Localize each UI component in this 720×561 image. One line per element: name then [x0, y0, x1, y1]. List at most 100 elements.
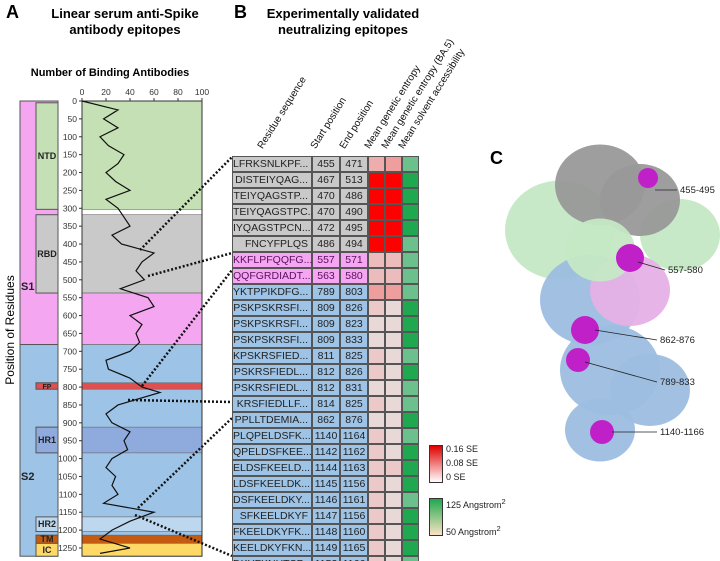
epitope-leader-line: [637, 261, 666, 271]
end-position-cell: 1166: [340, 556, 368, 561]
solvent-accessibility-cell: [402, 364, 419, 380]
residue-sequence-cell: FKEELDKYFK...: [232, 524, 312, 540]
genetic-entropy-cell: [385, 236, 402, 252]
solvent-accessibility-cell: [402, 268, 419, 284]
residue-sequence-cell: PSKRSFIEDL...: [232, 380, 312, 396]
fp-label: FP: [43, 384, 52, 391]
epitope-label: 862-876: [660, 335, 695, 346]
genetic-entropy-cell: [385, 172, 402, 188]
end-position-cell: 833: [340, 332, 368, 348]
genetic-entropy-cell: [368, 428, 385, 444]
end-position-cell: 826: [340, 300, 368, 316]
genetic-entropy-cell: [385, 460, 402, 476]
start-position-cell: 563: [312, 268, 340, 284]
epitope-highlight: [590, 420, 614, 444]
table-row: IYQAGSTPCN... 472 495: [232, 220, 419, 236]
start-position-cell: 1140: [312, 428, 340, 444]
residue-sequence-cell: PSKPSKRSFI...: [232, 300, 312, 316]
y-tick-label: 1100: [59, 489, 78, 499]
genetic-entropy-cell: [368, 380, 385, 396]
genetic-entropy-cell: [368, 508, 385, 524]
residue-sequence-cell: FNCYFPLQS: [232, 236, 312, 252]
protein-subunit-blob: [600, 164, 680, 236]
start-position-cell: 809: [312, 332, 340, 348]
solvent-accessibility-cell: [402, 252, 419, 268]
solvent-accessibility-cell: [402, 188, 419, 204]
genetic-entropy-cell: [385, 268, 402, 284]
start-position-cell: 814: [312, 396, 340, 412]
panel-a-title: Linear serum anti-Spike antibody epitope…: [51, 6, 199, 37]
table-row: PPLLTDEMIA... 862 876: [232, 412, 419, 428]
y-tick-label: 800: [63, 382, 77, 392]
start-position-cell: 557: [312, 252, 340, 268]
epitope-label: 557-580: [668, 265, 703, 276]
genetic-entropy-cell: [368, 268, 385, 284]
table-row: PSKPSKRSFI... 809 826: [232, 300, 419, 316]
start-position-cell: 812: [312, 380, 340, 396]
start-position-cell: 1144: [312, 460, 340, 476]
y-tick-label: 400: [63, 239, 77, 249]
genetic-entropy-cell: [368, 188, 385, 204]
end-position-cell: 1165: [340, 540, 368, 556]
end-position-cell: 825: [340, 348, 368, 364]
end-position-cell: 490: [340, 204, 368, 220]
epitope-highlight: [571, 316, 599, 344]
y-tick-label: 100: [63, 132, 77, 142]
start-position-cell: 811: [312, 348, 340, 364]
start-position-cell: 1145: [312, 476, 340, 492]
solvent-accessibility-cell: [402, 156, 419, 172]
table-row: KPSKRSFIED... 811 825: [232, 348, 419, 364]
end-position-cell: 495: [340, 220, 368, 236]
end-position-cell: 571: [340, 252, 368, 268]
genetic-entropy-cell: [385, 364, 402, 380]
solvent-accessibility-cell: [402, 380, 419, 396]
genetic-entropy-cell: [368, 540, 385, 556]
start-position-cell: 470: [312, 204, 340, 220]
end-position-cell: 494: [340, 236, 368, 252]
y-tick-label: 500: [63, 275, 77, 285]
ic-domain-box: [35, 542, 59, 557]
y-tick-label: 450: [63, 257, 77, 267]
solvent-accessibility-cell: [402, 476, 419, 492]
table-row: LFRKSNLKPF... 455 471: [232, 156, 419, 172]
genetic-entropy-cell: [385, 252, 402, 268]
genetic-entropy-cell: [368, 348, 385, 364]
genetic-entropy-cell: [368, 412, 385, 428]
table-header: Residue sequence Start position End positi…: [230, 37, 468, 156]
legend-sa-high: 125 Angstrom2: [446, 497, 506, 510]
solvent-accessibility-cell: [402, 508, 419, 524]
genetic-entropy-cell: [368, 460, 385, 476]
epitope-highlight: [566, 348, 590, 372]
s2-label: S2: [21, 471, 34, 483]
table-row: PSKRSFIEDL... 812 831: [232, 380, 419, 396]
residue-sequence-cell: DSFKEELDKY...: [232, 492, 312, 508]
genetic-entropy-cell: [368, 220, 385, 236]
end-position-cell: 1161: [340, 492, 368, 508]
y-tick-label: 0: [72, 96, 77, 106]
y-tick-label: 550: [63, 293, 77, 303]
solvent-accessibility-cell: [402, 396, 419, 412]
epitope-leader-line: [584, 361, 658, 383]
solvent-accessibility-cell: [402, 172, 419, 188]
start-position-cell: 486: [312, 236, 340, 252]
x-tick-label: 40: [125, 87, 135, 97]
table-row: SFKEELDKYF 1147 1156: [232, 508, 419, 524]
panel-label-b: B: [234, 2, 247, 22]
legend-sa-low: 50 Angstrom2: [446, 524, 501, 537]
genetic-entropy-cell: [385, 492, 402, 508]
genetic-entropy-cell: [368, 300, 385, 316]
table-row: PLQPELDSFK... 1140 1164: [232, 428, 419, 444]
fp-domain-box: [35, 382, 59, 390]
epitope-label: 1140-1166: [660, 427, 704, 438]
y-tick-label: 1250: [58, 543, 77, 553]
end-position-cell: 1160: [340, 524, 368, 540]
residue-sequence-cell: QQFGRDIADT...: [232, 268, 312, 284]
genetic-entropy-cell: [385, 476, 402, 492]
genetic-entropy-cell: [368, 364, 385, 380]
hr2-domain-box: [35, 516, 59, 533]
epitope-label: 789-833: [660, 377, 695, 388]
residue-sequence-cell: PSKPSKRSFI...: [232, 332, 312, 348]
genetic-entropy-cell: [385, 412, 402, 428]
solvent-accessibility-cell: [402, 460, 419, 476]
